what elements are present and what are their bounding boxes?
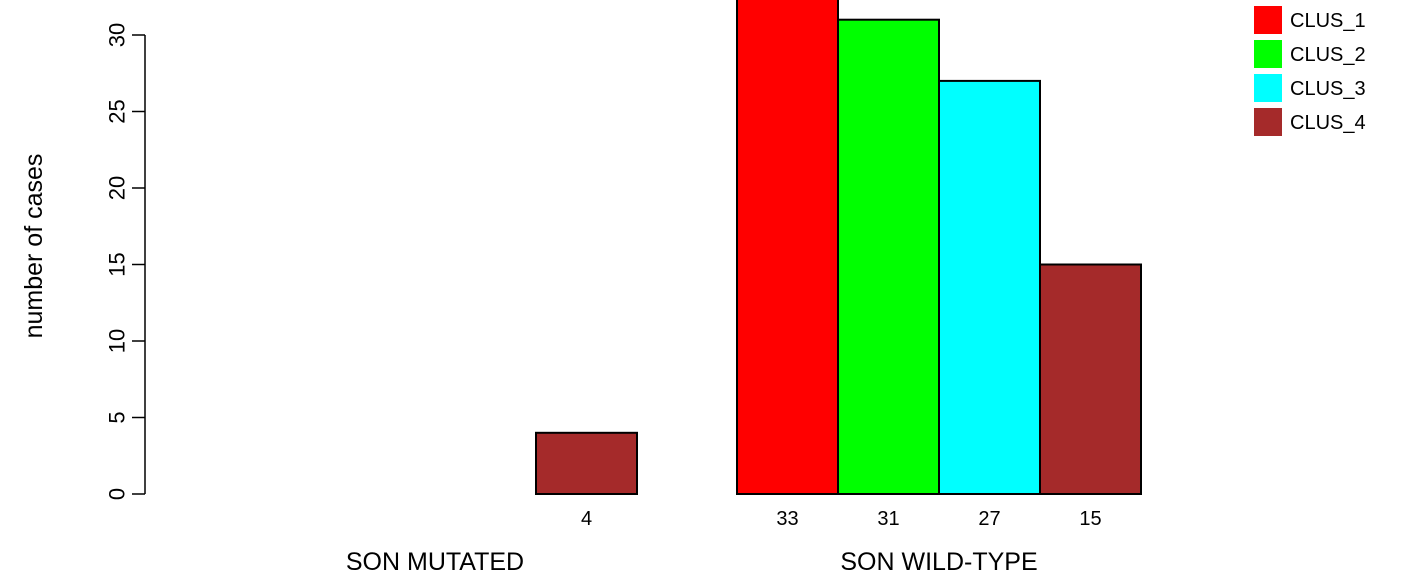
data-label: 27	[978, 508, 1000, 530]
y-axis: 0 5 10 15 20 25 30	[105, 23, 146, 500]
data-label: 4	[581, 508, 592, 530]
legend-swatch	[1254, 74, 1282, 102]
data-label: 15	[1079, 508, 1101, 530]
legend-label: CLUS_1	[1290, 10, 1366, 32]
y-tick-label: 20	[105, 176, 130, 200]
y-tick-label: 30	[105, 23, 130, 47]
bar	[837, 18, 940, 495]
y-tick-label: 10	[105, 329, 130, 353]
bar	[736, 0, 839, 495]
y-tick-label: 15	[105, 252, 130, 276]
y-tick-label: 0	[105, 488, 130, 500]
bars	[535, 0, 1142, 496]
bar	[938, 79, 1041, 496]
legend-swatch	[1254, 6, 1282, 34]
legend-swatch	[1254, 40, 1282, 68]
group-labels: SON MUTATED SON WILD-TYPE	[346, 548, 1038, 576]
legend: CLUS_1 CLUS_2 CLUS_3 CLUS_4	[1254, 6, 1366, 136]
legend-label: CLUS_2	[1290, 44, 1366, 66]
bar	[1039, 263, 1142, 495]
legend-label: CLUS_3	[1290, 78, 1366, 100]
y-tick-label: 25	[105, 99, 130, 123]
group-label: SON WILD-TYPE	[840, 548, 1037, 576]
bar	[535, 431, 638, 495]
legend-label: CLUS_4	[1290, 112, 1366, 134]
data-label: 31	[877, 508, 899, 530]
y-tick-label: 5	[105, 411, 130, 423]
legend-swatch	[1254, 108, 1282, 136]
data-label: 33	[776, 508, 798, 530]
group-label: SON MUTATED	[346, 548, 524, 576]
data-labels: 4 33 31 27 15	[581, 508, 1102, 530]
y-axis-title: number of cases	[20, 154, 48, 339]
